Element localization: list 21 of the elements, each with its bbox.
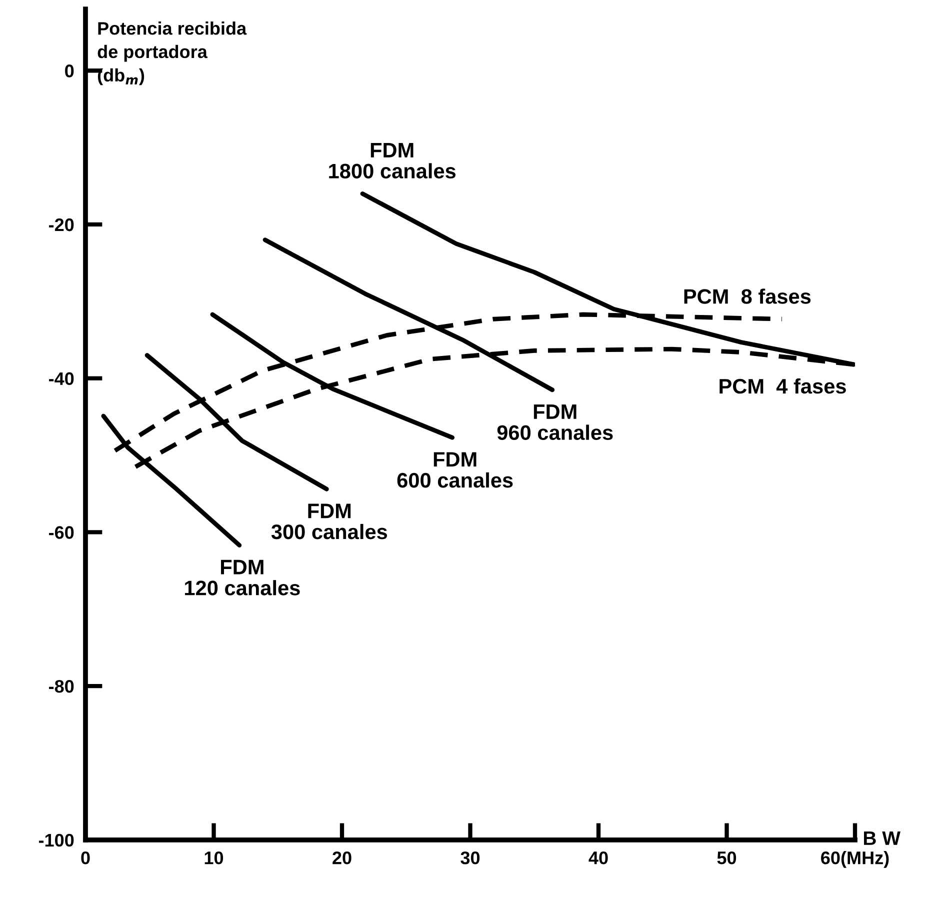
x-tick-label: 30	[460, 851, 480, 864]
x-tick-label: 0	[81, 851, 90, 864]
x-axis-title: B W	[864, 832, 900, 845]
series-label: FDM 600 canales	[397, 452, 513, 488]
x-tick-label: 50	[717, 851, 736, 864]
x-tick-label: 40	[588, 851, 608, 864]
y-tick-label: -100	[38, 834, 74, 847]
y-tick-label: -80	[49, 680, 74, 693]
series-label: FDM 960 canales	[497, 404, 613, 440]
x-tick-label: 20	[332, 851, 352, 864]
y-tick-label: -20	[49, 218, 74, 232]
x-tick-label: 10	[204, 851, 224, 864]
y-tick-label: -60	[49, 526, 74, 539]
series-label: FDM 300 canales	[271, 504, 388, 540]
series-label: PCM 4 fases	[720, 378, 846, 394]
series-label: FDM 1800 canales	[329, 143, 456, 178]
x-tick-label: 60(MHz)	[821, 851, 889, 868]
y-tick-label: 0	[65, 64, 74, 78]
y-tick-label: -40	[49, 372, 74, 386]
series-label: FDM 120 canales	[185, 560, 300, 596]
series-label: PCM 8 fases	[684, 288, 811, 304]
